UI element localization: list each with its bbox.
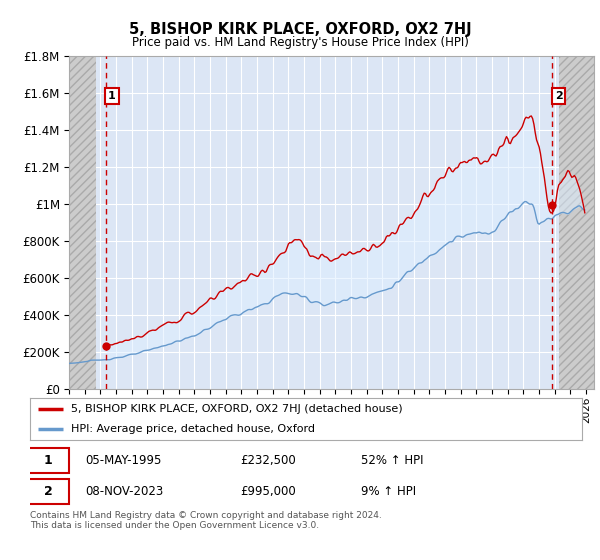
Text: £995,000: £995,000: [240, 485, 296, 498]
Bar: [559, 56, 594, 389]
Text: HPI: Average price, detached house, Oxford: HPI: Average price, detached house, Oxfo…: [71, 424, 316, 434]
FancyBboxPatch shape: [27, 448, 68, 473]
Text: 1: 1: [108, 91, 116, 101]
Text: £232,500: £232,500: [240, 454, 296, 467]
FancyBboxPatch shape: [27, 479, 68, 504]
Text: 1: 1: [44, 454, 52, 467]
Text: Contains HM Land Registry data © Crown copyright and database right 2024.
This d: Contains HM Land Registry data © Crown c…: [30, 511, 382, 530]
Text: 2: 2: [44, 485, 52, 498]
Text: 5, BISHOP KIRK PLACE, OXFORD, OX2 7HJ: 5, BISHOP KIRK PLACE, OXFORD, OX2 7HJ: [128, 22, 472, 38]
Text: Price paid vs. HM Land Registry's House Price Index (HPI): Price paid vs. HM Land Registry's House …: [131, 36, 469, 49]
Text: 05-MAY-1995: 05-MAY-1995: [85, 454, 161, 467]
Text: 2: 2: [555, 91, 563, 101]
Text: 08-NOV-2023: 08-NOV-2023: [85, 485, 163, 498]
Text: 5, BISHOP KIRK PLACE, OXFORD, OX2 7HJ (detached house): 5, BISHOP KIRK PLACE, OXFORD, OX2 7HJ (d…: [71, 404, 403, 414]
Text: 52% ↑ HPI: 52% ↑ HPI: [361, 454, 424, 467]
Text: 9% ↑ HPI: 9% ↑ HPI: [361, 485, 416, 498]
Bar: [69, 56, 97, 389]
